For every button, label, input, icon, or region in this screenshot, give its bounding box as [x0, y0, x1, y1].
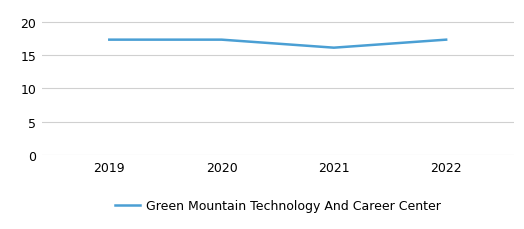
- Legend: Green Mountain Technology And Career Center: Green Mountain Technology And Career Cen…: [110, 194, 446, 217]
- Green Mountain Technology And Career Center: [219, 39, 225, 42]
- Green Mountain Technology And Career Center: [106, 39, 113, 42]
- Green Mountain Technology And Career Center: [443, 39, 449, 42]
- Green Mountain Technology And Career Center: [331, 47, 337, 50]
- Line: Green Mountain Technology And Career Center: Green Mountain Technology And Career Cen…: [110, 41, 446, 49]
